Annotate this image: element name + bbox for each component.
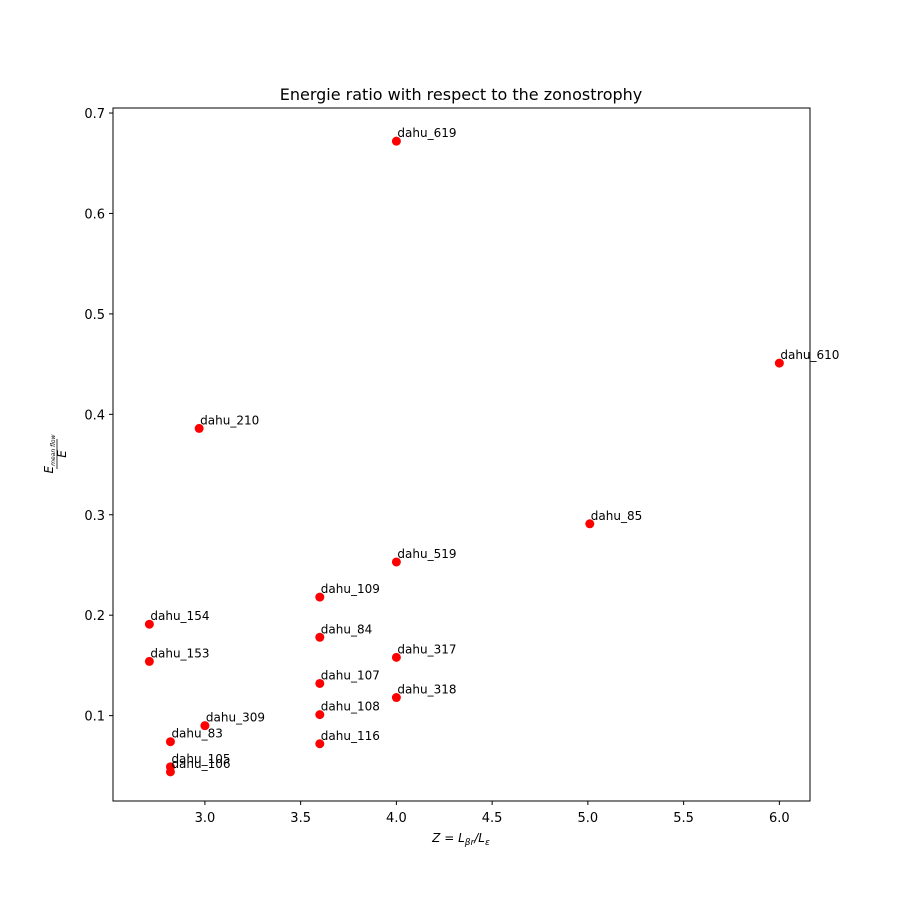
x-axis-label-main: Z = L bbox=[431, 831, 465, 845]
data-point-label: dahu_154 bbox=[150, 609, 209, 623]
y-tick-label: 0.5 bbox=[84, 308, 105, 323]
data-point bbox=[315, 592, 325, 602]
y-tick-label: 0.6 bbox=[84, 207, 105, 222]
data-point bbox=[391, 693, 401, 703]
data-point-label: dahu_309 bbox=[206, 711, 265, 725]
x-tick-label: 4.5 bbox=[482, 811, 503, 826]
x-axis-label-sub2: ε bbox=[485, 838, 490, 848]
data-point-label: dahu_85 bbox=[591, 509, 642, 523]
data-point bbox=[585, 519, 595, 529]
data-point bbox=[774, 358, 784, 368]
data-point-label: dahu_210 bbox=[200, 413, 259, 427]
y-tick-label: 0.4 bbox=[84, 408, 105, 423]
data-point-label: dahu_153 bbox=[150, 646, 209, 660]
y-tick-label: 0.7 bbox=[84, 107, 105, 122]
data-point-label: dahu_317 bbox=[397, 642, 456, 656]
data-point bbox=[391, 557, 401, 567]
data-point-label: dahu_83 bbox=[171, 727, 222, 741]
data-point-label: dahu_105 bbox=[171, 752, 230, 766]
data-point bbox=[165, 737, 175, 747]
data-point-label: dahu_619 bbox=[397, 126, 456, 140]
data-point bbox=[144, 619, 154, 629]
y-axis-label-numerator-sub: mean flow bbox=[50, 434, 57, 465]
data-point bbox=[315, 710, 325, 720]
x-tick-label: 3.0 bbox=[195, 811, 216, 826]
data-point-label: dahu_106 bbox=[171, 757, 230, 771]
y-tick-label: 0.3 bbox=[84, 509, 105, 524]
data-point-label: dahu_107 bbox=[321, 668, 380, 682]
data-point-label: dahu_108 bbox=[321, 700, 380, 714]
x-axis-label-sub1: βr bbox=[464, 838, 476, 848]
data-point bbox=[194, 423, 204, 433]
data-point-label: dahu_519 bbox=[397, 547, 456, 561]
y-axis-label: Emean flow E bbox=[42, 434, 69, 473]
y-axis-ticks: 0.1 0.2 0.3 0.4 0.5 0.6 0.7 bbox=[84, 107, 113, 725]
x-tick-label: 3.5 bbox=[290, 811, 311, 826]
x-tick-label: 5.0 bbox=[578, 811, 599, 826]
x-tick-label: 6.0 bbox=[769, 811, 790, 826]
y-axis-label-denominator: E bbox=[55, 450, 69, 458]
y-axis-label-numerator: Emean flow bbox=[42, 434, 57, 473]
x-axis-label-mid: /L bbox=[473, 831, 485, 845]
data-point bbox=[315, 739, 325, 749]
x-tick-label: 4.0 bbox=[386, 811, 407, 826]
data-point bbox=[315, 678, 325, 688]
data-point-label: dahu_116 bbox=[321, 729, 380, 743]
data-points: dahu_619dahu_610dahu_210dahu_85dahu_519d… bbox=[144, 126, 839, 777]
data-point-label: dahu_109 bbox=[321, 582, 380, 596]
data-point bbox=[391, 136, 401, 146]
data-point-label: dahu_318 bbox=[397, 683, 456, 697]
axes-frame bbox=[112, 107, 811, 802]
y-tick-label: 0.1 bbox=[84, 710, 105, 725]
data-point bbox=[391, 652, 401, 662]
data-point bbox=[144, 656, 154, 666]
data-point bbox=[315, 632, 325, 642]
x-tick-label: 5.5 bbox=[673, 811, 694, 826]
data-point-label: dahu_84 bbox=[321, 622, 372, 636]
y-axis-label-numerator-main: E bbox=[42, 465, 56, 473]
chart-title: Energie ratio with respect to the zonost… bbox=[280, 85, 643, 104]
x-axis-label: Z = Lβr/Lε bbox=[431, 831, 490, 848]
data-point bbox=[165, 767, 175, 777]
y-tick-label: 0.2 bbox=[84, 609, 105, 624]
x-axis-ticks: 3.0 3.5 4.0 4.5 5.0 5.5 6.0 bbox=[195, 801, 790, 826]
data-point bbox=[200, 721, 210, 731]
